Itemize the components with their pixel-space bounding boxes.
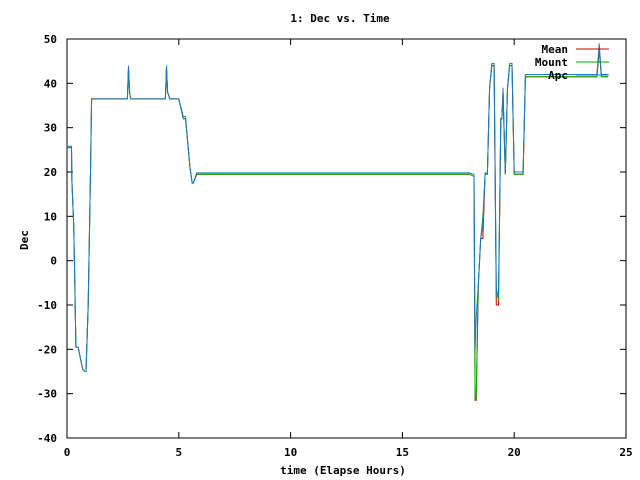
y-tick-label: -30 xyxy=(37,388,57,401)
y-tick-label: 0 xyxy=(50,255,57,268)
plot-series xyxy=(67,43,609,401)
x-tick-label: 20 xyxy=(508,446,521,459)
y-tick-label: -10 xyxy=(37,299,57,312)
series-line-mean xyxy=(67,50,609,401)
y-tick-label: 10 xyxy=(44,210,57,223)
chart-title: 1: Dec vs. Time xyxy=(290,12,390,25)
x-tick-label: 5 xyxy=(175,446,182,459)
x-axis: 0 5 10 15 20 25 xyxy=(64,39,633,459)
y-tick-label: 40 xyxy=(44,77,57,90)
legend-label-mount: Mount xyxy=(535,56,568,69)
series-line-apc xyxy=(67,43,609,372)
legend-label-apc: Apc xyxy=(548,69,568,82)
x-tick-label: 10 xyxy=(284,446,297,459)
x-axis-label: time (Elapse Hours) xyxy=(280,464,406,477)
y-axis: -40 -30 -20 -10 0 10 20 30 40 50 xyxy=(37,33,626,445)
series-line-mount xyxy=(67,47,609,399)
x-tick-label: 0 xyxy=(64,446,71,459)
y-axis-label: Dec xyxy=(18,230,31,250)
legend-label-mean: Mean xyxy=(542,43,569,56)
x-tick-label: 25 xyxy=(619,446,632,459)
x-tick-label: 15 xyxy=(396,446,409,459)
y-tick-label: -40 xyxy=(37,432,57,445)
plot-frame xyxy=(66,38,627,439)
y-tick-label: 20 xyxy=(44,166,57,179)
y-tick-label: -20 xyxy=(37,343,57,356)
y-tick-label: 50 xyxy=(44,33,57,46)
y-tick-label: 30 xyxy=(44,122,57,135)
